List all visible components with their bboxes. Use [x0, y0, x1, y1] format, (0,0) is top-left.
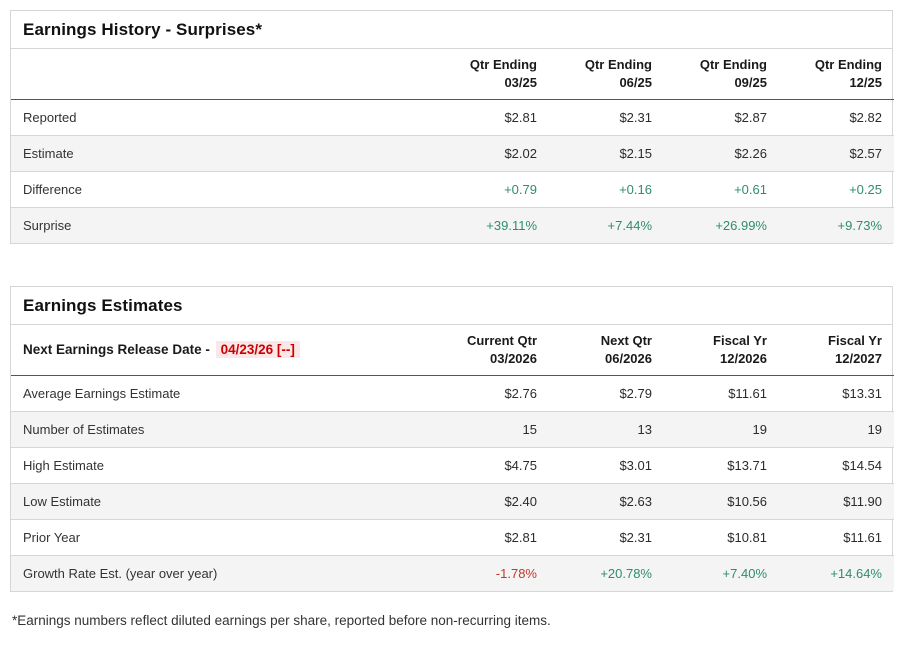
cell-value: +0.61	[664, 171, 779, 208]
column-header-next-qtr: Next Qtr 06/2026	[549, 325, 664, 377]
row-label: Low Estimate	[11, 483, 434, 520]
cell-value: $2.82	[849, 110, 882, 126]
column-header-current-qtr: Current Qtr 03/2026	[434, 325, 549, 377]
release-date-badge: 04/23/26 [--]	[215, 340, 300, 358]
earnings-history-panel: Earnings History - Surprises* Qtr Ending…	[10, 10, 894, 245]
cell-value: $13.71	[664, 447, 779, 484]
cell-value: +20.78%	[549, 555, 664, 592]
cell-value: $10.56	[664, 483, 779, 520]
cell-value: +0.79	[434, 171, 549, 208]
cell-value: $2.40	[434, 483, 549, 520]
cell-value: $14.54	[779, 447, 894, 484]
column-header-qtr-0625: Qtr Ending 06/25	[549, 49, 664, 101]
cell-value: $2.31	[549, 519, 664, 556]
cell-value: $2.31	[619, 110, 652, 126]
cell-value: +26.99%	[664, 207, 779, 244]
cell-value: $2.79	[619, 386, 652, 402]
earnings-history-title: Earnings History - Surprises*	[11, 11, 892, 49]
cell-value: $11.61	[779, 519, 894, 556]
earnings-estimates-panel: Earnings Estimates Next Earnings Release…	[10, 286, 894, 593]
row-label: Reported	[23, 110, 77, 126]
column-header-fiscal-yr-2027: Fiscal Yr 12/2027	[779, 325, 894, 377]
column-header-qtr-0325: Qtr Ending 03/25	[434, 49, 549, 101]
cell-value: $11.61	[728, 386, 767, 402]
cell-value: -1.78%	[434, 555, 549, 592]
cell-value: $2.02	[434, 135, 549, 172]
cell-value: +7.44%	[549, 207, 664, 244]
row-label: Prior Year	[11, 519, 434, 556]
row-label: Difference	[11, 171, 434, 208]
earnings-estimates-header-row: Next Earnings Release Date - 04/23/26 [-…	[11, 325, 894, 377]
column-header-fiscal-yr-2026: Fiscal Yr 12/2026	[664, 325, 779, 377]
column-header-qtr-1225: Qtr Ending 12/25	[779, 49, 894, 101]
row-label: Number of Estimates	[11, 411, 434, 448]
cell-value: +14.64%	[779, 555, 894, 592]
column-header-qtr-0925: Qtr Ending 09/25	[664, 49, 779, 101]
table-row: Estimate $2.02 $2.15 $2.26 $2.57	[11, 135, 894, 172]
cell-value: $2.63	[549, 483, 664, 520]
cell-value: $2.81	[504, 110, 537, 126]
table-row: Prior Year $2.81 $2.31 $10.81 $11.61	[11, 519, 894, 556]
table-row: Reported $2.81 $2.31 $2.87 $2.82	[11, 100, 894, 136]
panel-gap	[10, 244, 893, 286]
cell-value: +0.25	[779, 171, 894, 208]
cell-value: $2.57	[779, 135, 894, 172]
earnings-history-table: Qtr Ending 03/25 Qtr Ending 06/25 Qtr Endi…	[11, 49, 894, 244]
cell-value: $2.26	[664, 135, 779, 172]
cell-value: +9.73%	[779, 207, 894, 244]
earnings-history-header-row: Qtr Ending 03/25 Qtr Ending 06/25 Qtr Endi…	[11, 49, 894, 101]
cell-value: +7.40%	[664, 555, 779, 592]
cell-value: 13	[549, 411, 664, 448]
row-label: High Estimate	[11, 447, 434, 484]
table-row: Difference +0.79 +0.16 +0.61 +0.25	[11, 171, 894, 208]
cell-value: 15	[434, 411, 549, 448]
table-row: Growth Rate Est. (year over year) -1.78% +…	[11, 555, 894, 592]
table-row: Low Estimate $2.40 $2.63 $10.56 $11.90	[11, 483, 894, 520]
earnings-footnote: *Earnings numbers reflect diluted earnin…	[12, 613, 551, 629]
cell-value: $4.75	[434, 447, 549, 484]
cell-value: $2.76	[504, 386, 537, 402]
row-label: Average Earnings Estimate	[23, 386, 181, 402]
cell-value: $13.31	[842, 386, 882, 402]
cell-value: $3.01	[549, 447, 664, 484]
release-date-label: Next Earnings Release Date -	[23, 341, 214, 357]
cell-value: +39.11%	[434, 207, 549, 244]
cell-value: 19	[664, 411, 779, 448]
table-row: Surprise +39.11% +7.44% +26.99% +9.73%	[11, 207, 894, 244]
cell-value: $2.15	[549, 135, 664, 172]
table-row: High Estimate $4.75 $3.01 $13.71 $14.54	[11, 447, 894, 484]
cell-value: 19	[779, 411, 894, 448]
cell-value: +0.16	[549, 171, 664, 208]
cell-value: $2.87	[734, 110, 767, 126]
earnings-estimates-table: Next Earnings Release Date - 04/23/26 [-…	[11, 325, 894, 592]
earnings-estimates-title: Earnings Estimates	[11, 287, 892, 326]
row-label: Estimate	[11, 135, 434, 172]
cell-value: $11.90	[779, 483, 894, 520]
next-earnings-release-date: Next Earnings Release Date - 04/23/26 [-…	[11, 325, 434, 377]
row-label: Surprise	[11, 207, 434, 244]
table-row: Average Earnings Estimate $2.76 $2.79 $11.6…	[11, 376, 894, 412]
cell-value: $2.81	[434, 519, 549, 556]
header-spacer	[11, 49, 434, 101]
table-row: Number of Estimates 15 13 19 19	[11, 411, 894, 448]
cell-value: $10.81	[664, 519, 779, 556]
row-label: Growth Rate Est. (year over year)	[11, 555, 434, 592]
